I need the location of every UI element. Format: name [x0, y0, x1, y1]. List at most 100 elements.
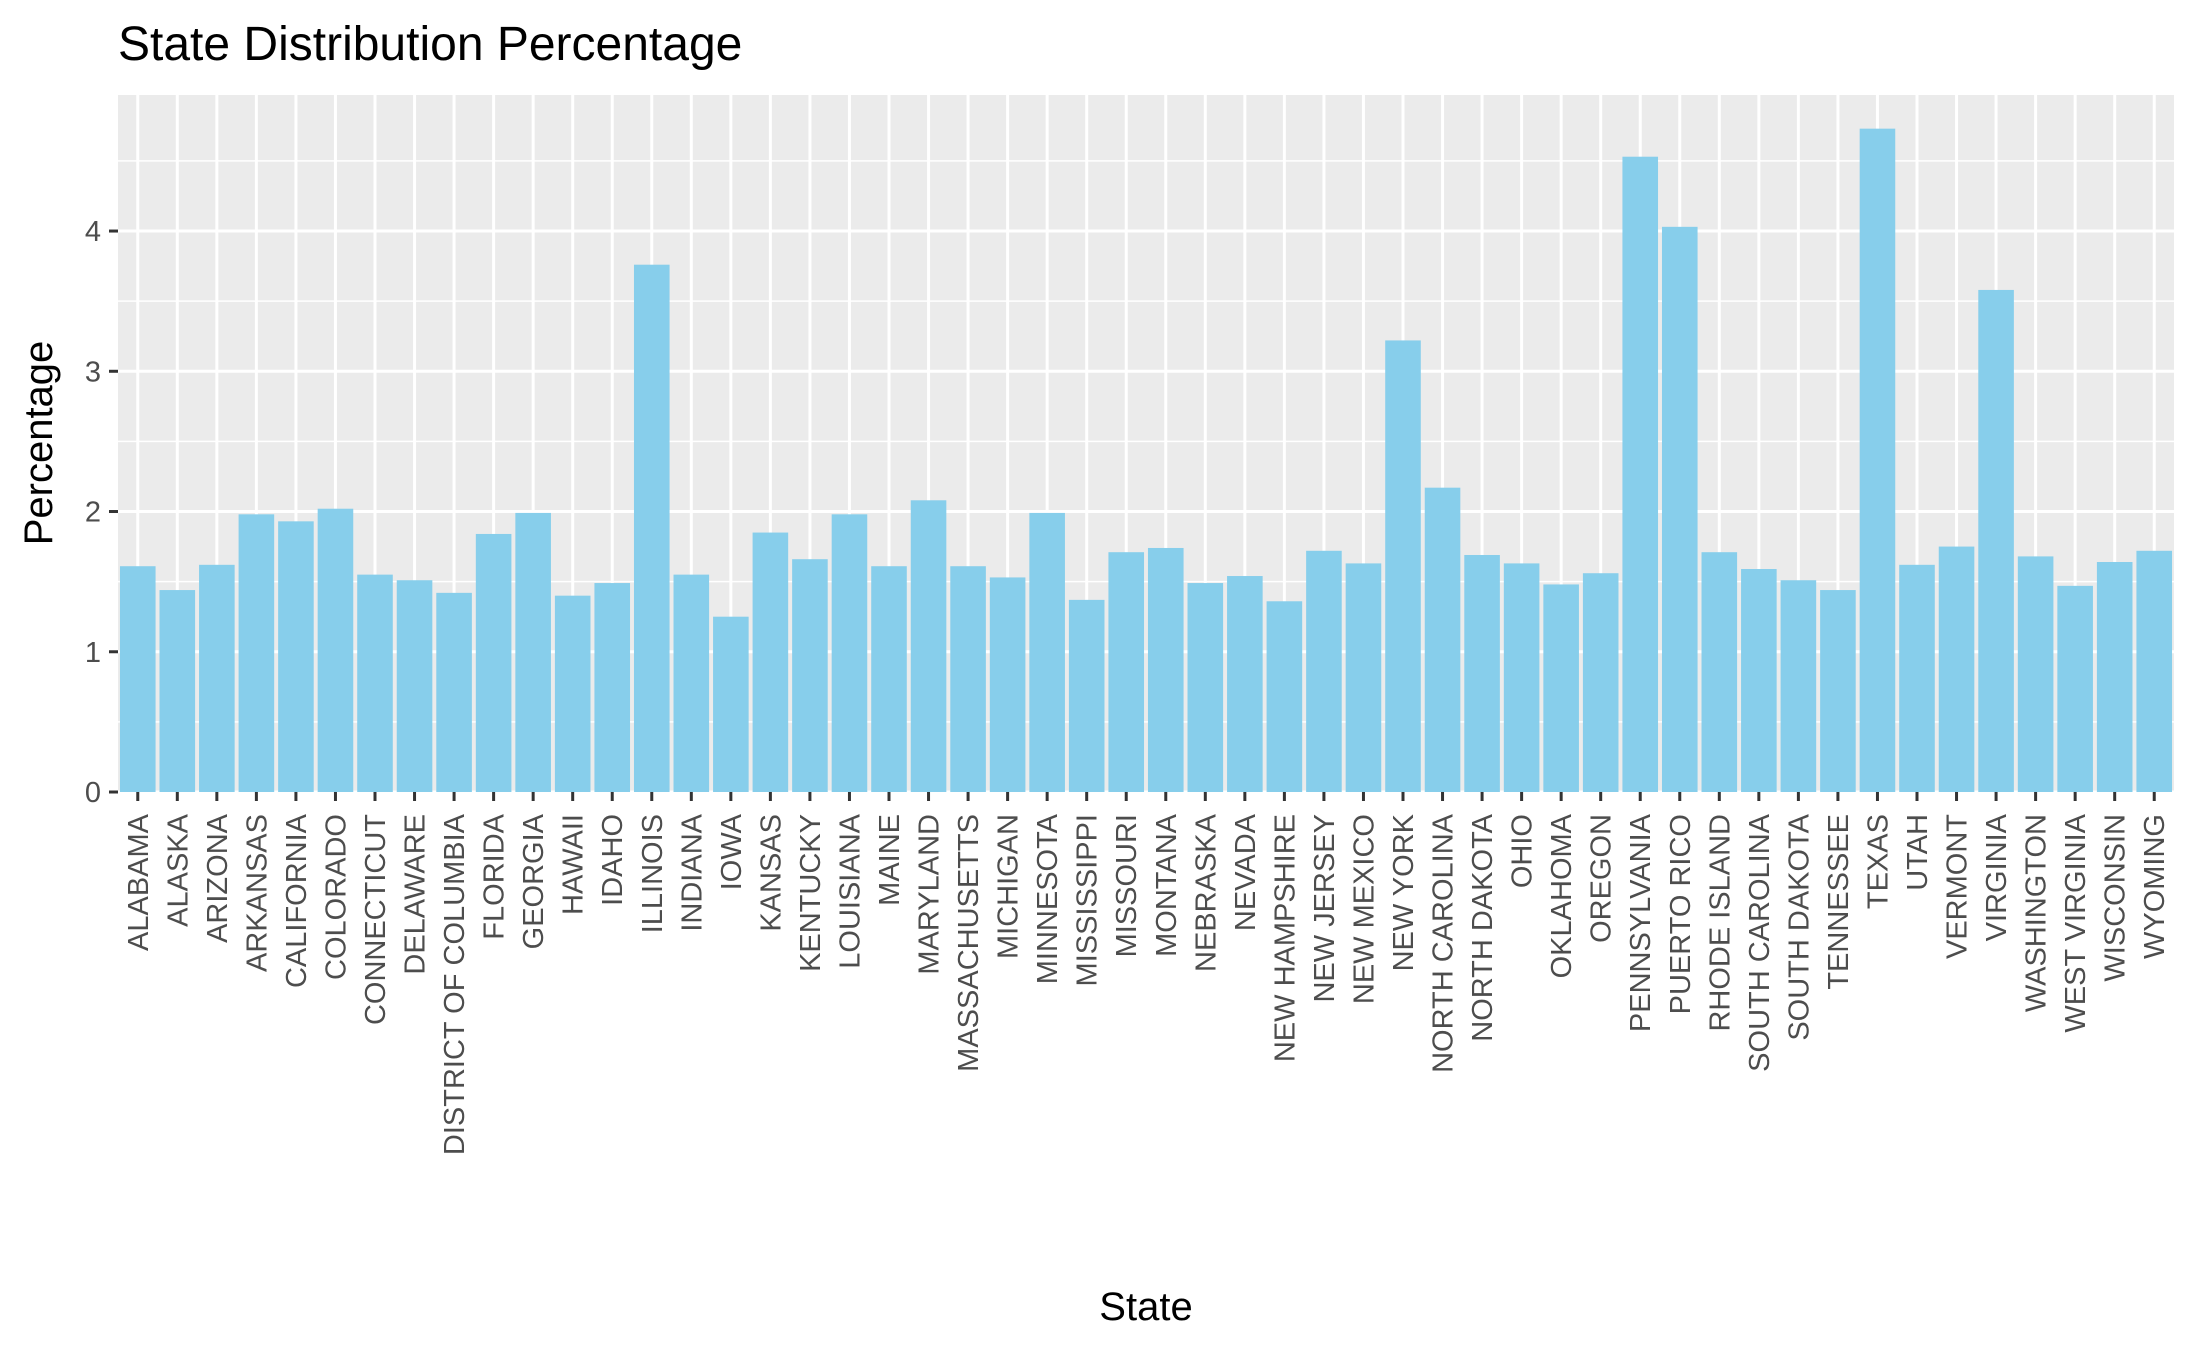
x-axis: ALABAMA ALASKA ARIZONA ARKANSAS CALIFORNIA CO… — [123, 792, 2171, 1155]
x-tick-label: WASHINGTON — [2021, 814, 2053, 1012]
y-tick-label: 1 — [85, 637, 101, 669]
x-tick-label: WYOMING — [2139, 814, 2171, 959]
x-tick-label: SOUTH CAROLINA — [1744, 813, 1776, 1071]
x-tick-label: MINNESOTA — [1032, 813, 1064, 984]
bar — [1108, 552, 1145, 792]
x-tick-label: COLORADO — [320, 814, 352, 980]
bar — [1661, 226, 1698, 792]
x-tick-label: NEVADA — [1230, 813, 1262, 931]
x-tick-label: HAWAII — [558, 814, 590, 915]
y-tick-label: 4 — [85, 216, 101, 248]
x-tick-label: WISCONSIN — [2100, 814, 2132, 982]
bar — [396, 580, 433, 792]
bar — [989, 577, 1026, 792]
x-tick-label: RHODE ISLAND — [1704, 814, 1736, 1032]
x-tick-label: NORTH CAROLINA — [1428, 813, 1460, 1073]
bar — [119, 566, 156, 792]
bar — [673, 574, 710, 792]
x-tick-label: MARYLAND — [914, 814, 946, 975]
bar — [436, 592, 472, 792]
x-tick-label: MISSOURI — [1111, 814, 1143, 957]
bar — [1306, 550, 1342, 792]
x-tick-label: VERMONT — [1942, 814, 1974, 959]
x-tick-label: PENNSYLVANIA — [1625, 813, 1657, 1032]
y-tick-label: 3 — [85, 356, 101, 388]
bar — [515, 512, 551, 792]
x-tick-label: OKLAHOMA — [1546, 813, 1578, 978]
x-tick-label: CALIFORNIA — [281, 813, 313, 988]
bar — [1859, 128, 1896, 792]
x-tick-label: MISSISSIPPI — [1072, 814, 1104, 986]
x-tick-label: KANSAS — [755, 814, 787, 932]
x-tick-label: MONTANA — [1151, 813, 1183, 957]
bar — [2096, 562, 2133, 792]
x-tick-label: OHIO — [1507, 814, 1539, 888]
bar — [1345, 563, 1382, 792]
bar — [1068, 599, 1105, 792]
bar — [910, 500, 947, 792]
x-tick-label: PUERTO RICO — [1665, 814, 1697, 1014]
bar — [1503, 563, 1540, 792]
bar — [357, 574, 393, 792]
bar — [317, 508, 354, 792]
bar — [633, 264, 670, 792]
x-tick-label: SOUTH DAKOTA — [1783, 813, 1815, 1040]
bar — [1227, 576, 1263, 792]
x-tick-label: NEBRASKA — [1190, 813, 1222, 972]
chart-title: State Distribution Percentage — [118, 18, 742, 71]
x-tick-label: TEXAS — [1862, 814, 1894, 909]
x-tick-label: OREGON — [1586, 814, 1618, 943]
y-axis: 0 1 2 3 4 — [85, 216, 118, 809]
x-tick-label: NEW HAMPSHIRE — [1269, 814, 1301, 1062]
bar — [1029, 512, 1065, 792]
x-tick-label: NEW YORK — [1388, 813, 1420, 971]
bar — [238, 514, 275, 792]
x-tick-label: MAINE — [874, 814, 906, 906]
x-tick-label: GEORGIA — [518, 813, 550, 949]
x-tick-label: DELAWARE — [400, 814, 432, 975]
bar — [2136, 550, 2173, 792]
bars — [119, 128, 2173, 792]
x-tick-label: ARIZONA — [202, 813, 234, 943]
bar — [1741, 569, 1777, 792]
x-tick-label: DISTRICT OF COLUMBIA — [439, 813, 471, 1155]
bar — [1464, 554, 1500, 792]
x-tick-label: NEW MEXICO — [1348, 814, 1380, 1004]
x-tick-label: INDIANA — [676, 813, 708, 931]
y-axis-title: Percentage — [17, 341, 61, 546]
x-tick-label: ALABAMA — [123, 813, 155, 951]
bar — [1938, 546, 1975, 792]
bar — [159, 590, 196, 792]
bar — [2057, 585, 2093, 792]
bar — [1543, 584, 1579, 792]
bar — [475, 533, 512, 792]
x-tick-label: ALASKA — [162, 813, 194, 926]
bar — [1187, 583, 1224, 792]
bar — [713, 616, 749, 792]
bar — [1978, 289, 2014, 792]
x-tick-label: MASSACHUSETTS — [953, 814, 985, 1072]
bar — [752, 532, 789, 792]
x-tick-label: ARKANSAS — [241, 814, 273, 972]
x-tick-label: IDAHO — [597, 814, 629, 906]
bar — [278, 521, 314, 792]
bar — [831, 514, 868, 792]
bar — [199, 564, 235, 792]
bar — [594, 583, 631, 792]
bar — [1701, 552, 1738, 792]
bar — [1582, 573, 1619, 792]
bar — [1385, 340, 1421, 792]
bar — [950, 566, 986, 792]
bar — [1266, 601, 1303, 792]
x-axis-title: State — [1099, 1285, 1192, 1329]
bar — [1899, 564, 1935, 792]
bar — [1820, 590, 1856, 792]
y-tick-label: 0 — [85, 777, 101, 809]
x-tick-label: NORTH DAKOTA — [1467, 813, 1499, 1041]
bar — [1424, 487, 1461, 792]
bar — [554, 595, 591, 792]
x-tick-label: MICHIGAN — [993, 814, 1025, 959]
x-tick-label: LOUISIANA — [834, 813, 866, 968]
x-tick-label: VIRGINIA — [1981, 813, 2013, 941]
